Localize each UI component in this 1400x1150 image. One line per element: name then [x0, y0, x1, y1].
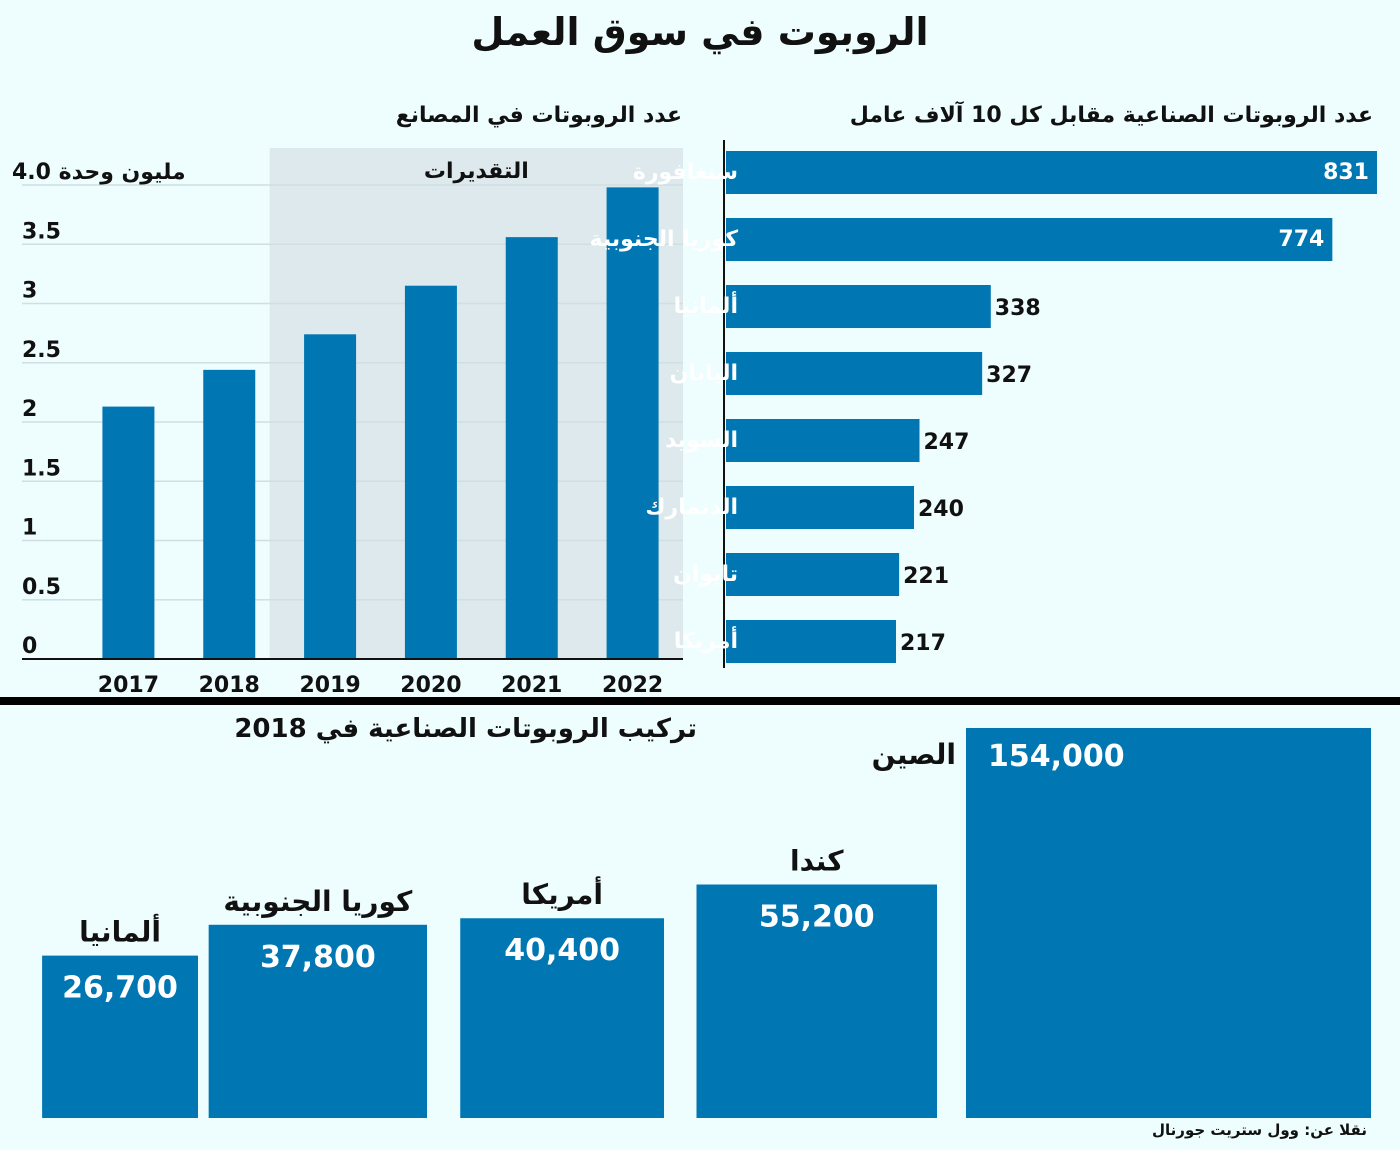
y-tick-label: 0.5 — [22, 575, 61, 600]
country-label: الدنمارك — [645, 495, 738, 520]
country-label: كوريا الجنوبية — [590, 227, 739, 252]
country-label: الصين — [872, 738, 956, 771]
robot-density-chart-title: عدد الروبوتات الصناعية مقابل كل 10 آلاف … — [849, 103, 1373, 128]
page-title: الروبوت في سوق العمل — [471, 10, 929, 54]
x-tick-label: 2022 — [602, 673, 663, 698]
y-tick-label: 0 — [22, 634, 37, 659]
value-label: 55,200 — [759, 900, 875, 935]
value-label: 240 — [918, 497, 964, 522]
y-tick-label: 1 — [22, 516, 37, 541]
x-tick-label: 2018 — [199, 673, 260, 698]
y-tick-label: 3.5 — [22, 219, 61, 244]
bar-تايوان — [726, 553, 900, 596]
bar-ألمانيا — [42, 955, 199, 1118]
country-label: كوريا الجنوبية — [223, 885, 413, 918]
value-label: 40,400 — [504, 933, 620, 968]
value-label: 221 — [903, 564, 949, 589]
x-tick-label: 2017 — [98, 673, 159, 698]
bar-كندا — [696, 884, 937, 1118]
country-label: ألمانيا — [79, 914, 161, 949]
bar-ألمانيا — [726, 285, 991, 328]
y-tick-label: 2 — [22, 397, 37, 422]
bar-سنغافورة — [726, 151, 1377, 194]
y-tick-label: 1.5 — [22, 456, 61, 481]
country-label: أمريكا — [521, 876, 603, 911]
value-label: 154,000 — [988, 739, 1125, 774]
value-label: 831 — [1323, 160, 1369, 185]
bar-2019 — [304, 334, 357, 659]
country-label: أمريكا — [674, 625, 738, 654]
country-label: ألمانيا — [674, 290, 738, 319]
factory-robots-chart: التقديرات 0 0.5 1 1.5 2 2.5 3 3.5 4.0 مليون وحدة 2… — [12, 148, 683, 698]
x-tick-label: 2019 — [299, 673, 360, 698]
country-label: كندا — [790, 845, 844, 878]
bar-السويد — [726, 419, 920, 462]
section-divider — [0, 697, 1400, 705]
bar-2018 — [203, 369, 256, 659]
source-note: نقلا عن: وول ستريت جورنال — [1152, 1121, 1367, 1139]
value-label: 26,700 — [62, 971, 178, 1006]
bar-أمريكا — [726, 620, 896, 663]
bar-اليابان — [726, 352, 983, 395]
value-label: 217 — [900, 631, 946, 656]
bar-أمريكا — [460, 918, 664, 1118]
value-label: 37,800 — [260, 940, 376, 975]
value-label: 327 — [986, 363, 1032, 388]
country-label: سنغافورة — [633, 160, 738, 185]
bar-الدنمارك — [726, 486, 915, 529]
x-tick-label: 2020 — [400, 673, 461, 698]
country-label: تايوان — [673, 562, 738, 587]
factory-robots-chart-title: عدد الروبوتات في المصانع — [395, 103, 682, 128]
value-label: 247 — [923, 430, 969, 455]
country-label: السويد — [665, 428, 738, 453]
y-tick-label: 4.0 مليون وحدة — [12, 160, 186, 185]
value-label: 774 — [1278, 227, 1324, 252]
bar-2020 — [404, 285, 457, 659]
y-tick-label: 3 — [22, 279, 37, 304]
country-label: اليابان — [670, 361, 738, 386]
forecast-label: التقديرات — [424, 159, 529, 184]
bar-كوريا الجنوبية — [726, 218, 1333, 261]
bar-2022 — [606, 187, 659, 659]
value-label: 338 — [995, 296, 1041, 321]
y-tick-label: 2.5 — [22, 338, 61, 363]
bar-2017 — [102, 406, 155, 659]
x-tick-label: 2021 — [501, 673, 562, 698]
bar-2021 — [505, 237, 558, 659]
bar-الصين — [966, 728, 1371, 1118]
installations-chart-title: تركيب الروبوتات الصناعية في 2018 — [234, 714, 697, 744]
bar-كوريا الجنوبية — [208, 924, 427, 1118]
robot-density-chart: سنغافورة 831 كوريا الجنوبية 774 ألمانيا 338 ال… — [590, 140, 1377, 668]
